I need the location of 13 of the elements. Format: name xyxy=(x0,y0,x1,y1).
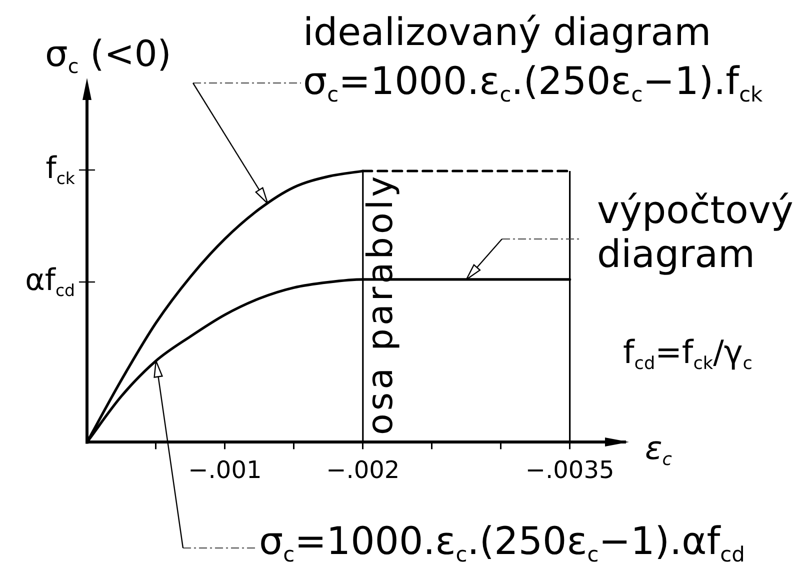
x-axis-title: ε$_{c}$ xyxy=(645,429,672,470)
text: σ$_{c}$=1000.ε$_{c}$.(250ε$_{c}$−1).αf$_{cd}$ xyxy=(259,519,745,566)
annotation: f$_{cd}$=f$_{ck}$/γ$_{c}$ xyxy=(623,333,752,374)
annotation: σ$_{c}$=1000.ε$_{c}$.(250ε$_{c}$−1).f$_{ck}$ xyxy=(303,59,763,106)
text: idealizovaný diagram xyxy=(303,10,712,54)
y-axis-title: σ$_{c}$ (<0) xyxy=(45,34,172,78)
x-tick-label: −.0035 xyxy=(525,456,614,484)
x-tick-label: −.002 xyxy=(326,456,400,484)
text: αf$_{cd}$ xyxy=(25,263,75,300)
text: f$_{ck}$ xyxy=(46,151,75,188)
ref-line-label: osa paraboly xyxy=(360,173,401,436)
series-label: výpočtový diagram xyxy=(597,188,794,276)
x-tick-label: −.001 xyxy=(188,456,262,484)
